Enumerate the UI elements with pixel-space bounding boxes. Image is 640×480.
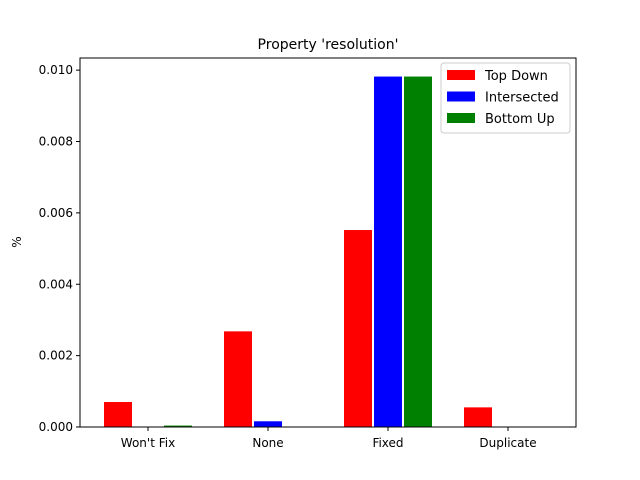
x-tick-label: Fixed (372, 436, 403, 450)
x-tick-label: None (252, 436, 283, 450)
legend-swatch-bottom-up (447, 113, 475, 123)
bar-top-down-duplicate (464, 407, 492, 427)
y-tick-label: 0.010 (39, 63, 73, 77)
legend-label: Top Down (484, 69, 548, 84)
y-tick-label: 0.004 (39, 277, 73, 291)
y-tick-label: 0.008 (39, 135, 73, 149)
x-tick-label: Duplicate (479, 436, 536, 450)
bar-top-down-none (224, 331, 252, 427)
y-axis-label: % (10, 236, 24, 247)
bar-bottom-up-won-t-fix (164, 425, 192, 427)
bar-top-down-won-t-fix (104, 402, 132, 427)
y-tick-label: 0.002 (39, 349, 73, 363)
bar-intersected-fixed (374, 76, 402, 427)
plot-frame (79, 57, 577, 428)
bar-top-down-fixed (344, 230, 372, 427)
y-axis-ticks: 0.000 0.002 0.004 0.006 0.008 0.010 (39, 63, 80, 434)
chart-title: Property 'resolution' (258, 37, 399, 53)
y-tick-label: 0.006 (39, 206, 73, 220)
bar-bottom-up-fixed (404, 76, 432, 427)
y-tick-label: 0.000 (39, 420, 73, 434)
bars-group (104, 76, 492, 427)
x-tick-label: Won't Fix (121, 436, 175, 450)
legend-label: Bottom Up (485, 112, 555, 127)
legend-label: Intersected (485, 91, 559, 106)
bar-intersected-none (254, 421, 282, 427)
x-axis-ticks: Won't Fix None Fixed Duplicate (121, 427, 537, 450)
legend-swatch-top-down (447, 70, 475, 80)
legend-swatch-intersected (447, 91, 475, 102)
legend: Top Down Intersected Bottom Up (440, 62, 571, 134)
